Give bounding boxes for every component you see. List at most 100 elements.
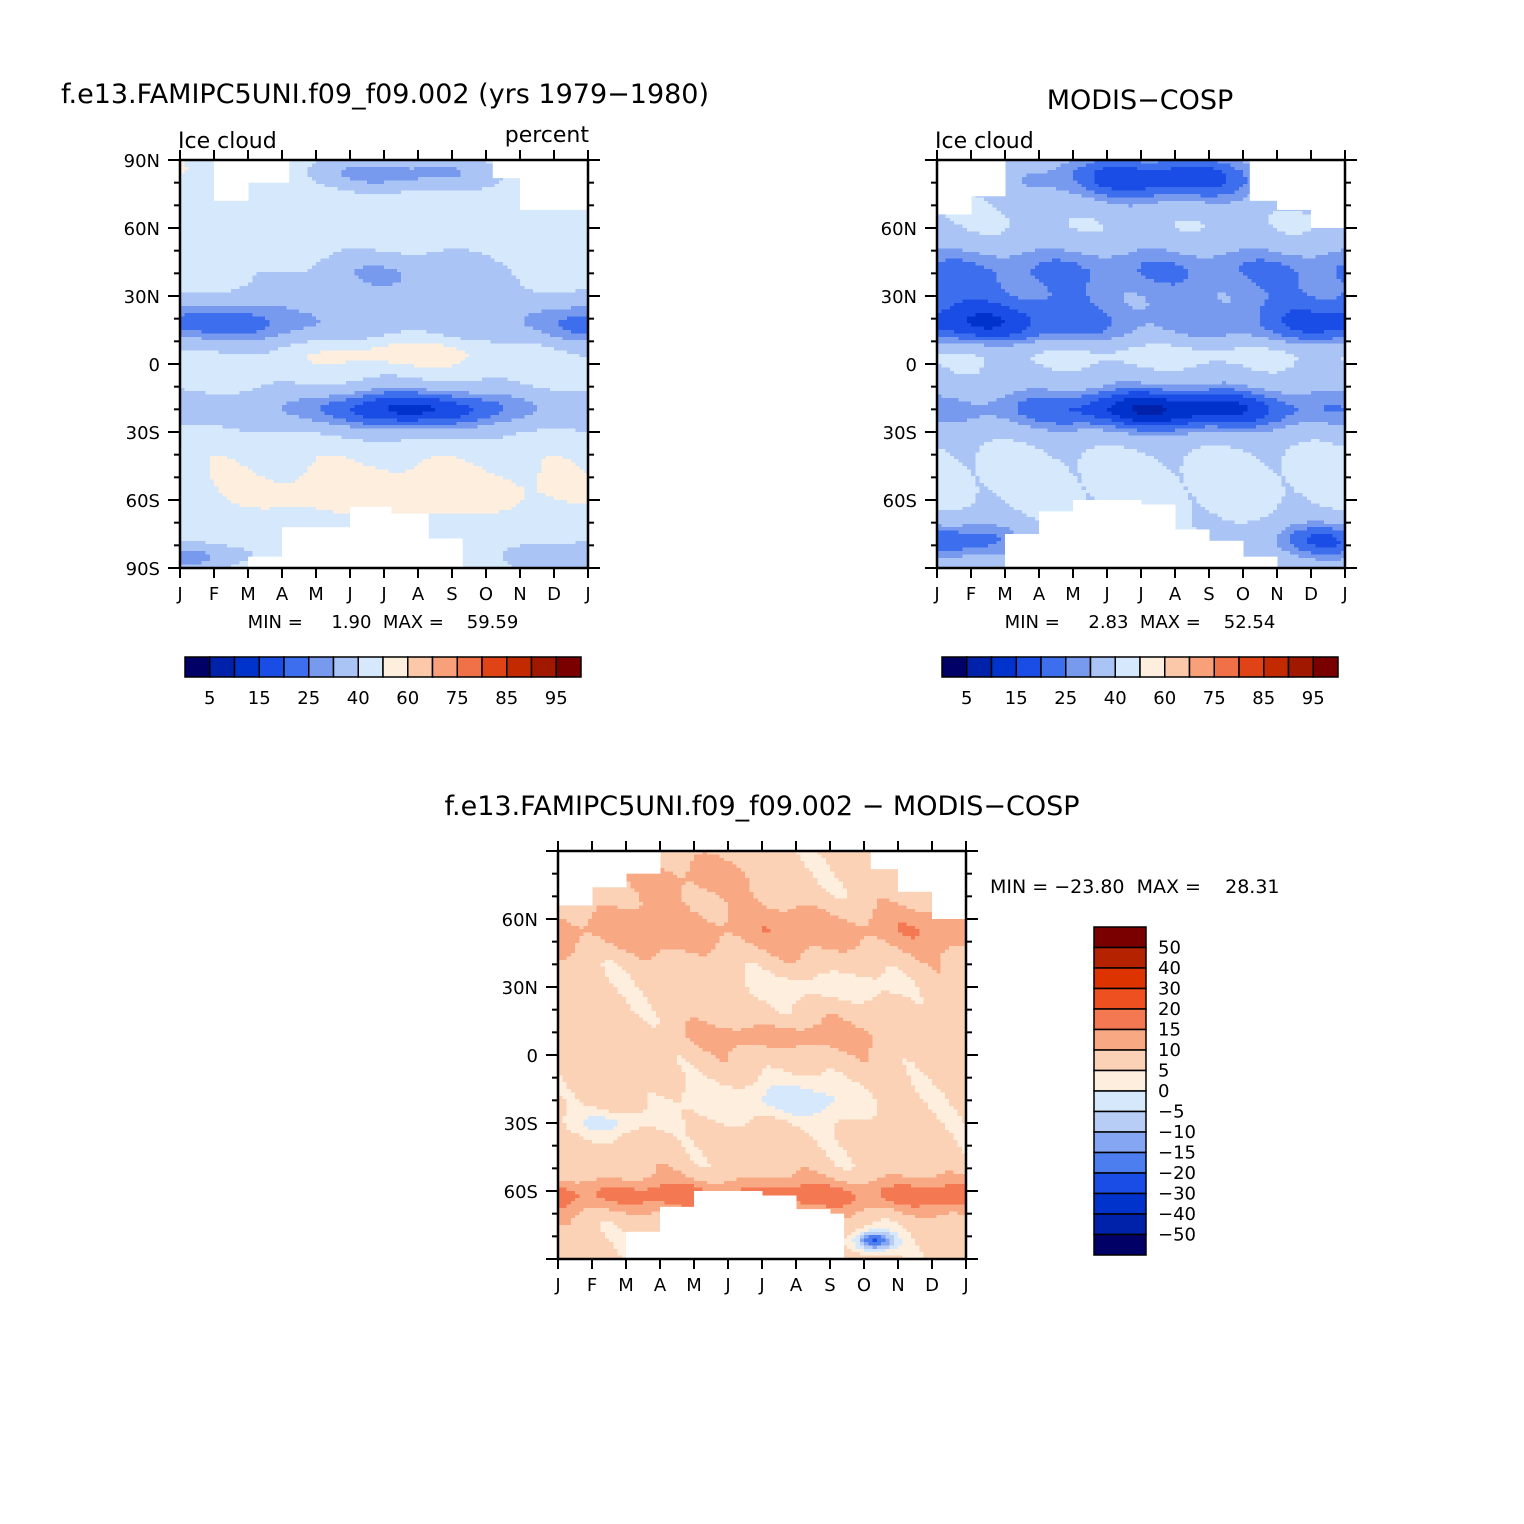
obs-xtick-label: A xyxy=(1033,584,1046,605)
colorbar-box xyxy=(1263,656,1290,678)
colorbar-label: 95 xyxy=(545,688,568,709)
colorbar-label: −30 xyxy=(1158,1184,1196,1205)
colorbar-box xyxy=(1093,1049,1147,1072)
colorbar-box xyxy=(1093,1028,1147,1051)
model-ytick-label: 30S xyxy=(126,423,160,444)
model-xtick-label: J xyxy=(346,584,352,605)
colorbar-box xyxy=(966,656,993,678)
colorbar-box xyxy=(1164,656,1191,678)
diff-xtick-label: J xyxy=(554,1275,560,1296)
colorbar-box xyxy=(1093,1090,1147,1113)
model-field xyxy=(180,160,589,569)
model-xtick-label: M xyxy=(240,584,256,605)
colorbar-label: 30 xyxy=(1158,979,1181,1000)
colorbar-label: 0 xyxy=(1158,1081,1169,1102)
colorbar-label: 15 xyxy=(248,688,271,709)
colorbar-label: 25 xyxy=(297,688,320,709)
colorbar-box xyxy=(506,656,533,678)
obs-xtick-label: J xyxy=(1137,584,1143,605)
colorbar-label: 75 xyxy=(1203,688,1226,709)
colorbar-box xyxy=(456,656,483,678)
diff-xtick-label: M xyxy=(686,1275,702,1296)
model-xtick-label: A xyxy=(276,584,289,605)
model-ytick-label: 30N xyxy=(124,287,160,308)
obs-ytick-label: 30N xyxy=(881,287,917,308)
colorbar-box xyxy=(1093,1008,1147,1031)
colorbar-box xyxy=(1093,1069,1147,1092)
obs-ytick-label: 30S xyxy=(883,423,917,444)
colorbar-box xyxy=(1093,1172,1147,1195)
model-stats: MIN = 1.90 MAX = 59.59 xyxy=(248,612,519,633)
colorbar-label: 75 xyxy=(446,688,469,709)
colorbar-label: 40 xyxy=(1158,958,1181,979)
colorbar-label: −20 xyxy=(1158,1163,1196,1184)
obs-xtick-label: M xyxy=(997,584,1013,605)
obs-xtick-label: N xyxy=(1270,584,1283,605)
colorbar-box xyxy=(481,656,508,678)
colorbar-box xyxy=(1139,656,1166,678)
diff-xtick-label: J xyxy=(962,1275,968,1296)
model-ytick-label: 60S xyxy=(126,491,160,512)
colorbar-label: 85 xyxy=(495,688,518,709)
colorbar-label: 5 xyxy=(1158,1061,1169,1082)
diff-xtick-label: M xyxy=(618,1275,634,1296)
colorbar-label: 60 xyxy=(396,688,419,709)
colorbar-label: 40 xyxy=(1104,688,1127,709)
model-xtick-label: A xyxy=(412,584,425,605)
colorbar-box xyxy=(382,656,409,678)
obs-xtick-label: F xyxy=(966,584,976,605)
model-ytick-label: 90N xyxy=(124,151,160,172)
model-left-label: Ice cloud xyxy=(178,129,277,154)
colorbar-box xyxy=(555,656,582,678)
obs-xtick-label: S xyxy=(1203,584,1214,605)
diff-xtick-label: N xyxy=(891,1275,904,1296)
colorbar-label: 10 xyxy=(1158,1040,1181,1061)
model-xtick-label: D xyxy=(547,584,561,605)
colorbar-box xyxy=(1093,967,1147,990)
diff-xtick-label: J xyxy=(758,1275,764,1296)
colorbar-label: −15 xyxy=(1158,1143,1196,1164)
diff-ytick-label: 30S xyxy=(504,1114,538,1135)
colorbar-box xyxy=(1093,1233,1147,1256)
diff-stats: MIN = −23.80 MAX = 28.31 xyxy=(990,876,1280,898)
model-xtick-label: S xyxy=(446,584,457,605)
colorbar-label: 15 xyxy=(1005,688,1028,709)
colorbar-box xyxy=(1213,656,1240,678)
colorbar-label: 25 xyxy=(1054,688,1077,709)
obs-field xyxy=(937,160,1346,569)
colorbar-label: 5 xyxy=(204,688,215,709)
model-panel: f.e13.FAMIPC5UNI.f09_f09.002 (yrs 1979−1… xyxy=(61,79,709,709)
model-ytick-label: 90S xyxy=(126,559,160,580)
diff-xtick-label: S xyxy=(824,1275,835,1296)
colorbar-box xyxy=(233,656,260,678)
obs-panel: MODIS−COSP Ice cloud J F M A M J J A S O N D J60N30N… xyxy=(881,85,1357,709)
model-xtick-label: M xyxy=(308,584,324,605)
diff-ytick-label: 30N xyxy=(502,978,538,999)
model-xtick-label: N xyxy=(513,584,526,605)
obs-xtick-label: J xyxy=(933,584,939,605)
diff-xtick-label: O xyxy=(857,1275,871,1296)
model-ytick-label: 0 xyxy=(149,355,160,376)
colorbar-box xyxy=(1093,1192,1147,1215)
model-xtick-label: J xyxy=(380,584,386,605)
diff-ytick-label: 0 xyxy=(527,1046,538,1067)
colorbar-box xyxy=(283,656,310,678)
colorbar-box xyxy=(1093,987,1147,1010)
diff-ytick-label: 60S xyxy=(504,1182,538,1203)
colorbar-box xyxy=(209,656,236,678)
colorbar-box xyxy=(407,656,434,678)
obs-title: MODIS−COSP xyxy=(1047,85,1234,116)
colorbar-box xyxy=(357,656,384,678)
colorbar-box xyxy=(941,656,968,678)
colorbar-label: −50 xyxy=(1158,1225,1196,1246)
model-xtick-label: J xyxy=(176,584,182,605)
model-xtick-label: F xyxy=(209,584,219,605)
diff-xtick-label: D xyxy=(925,1275,939,1296)
colorbar-label: 40 xyxy=(347,688,370,709)
colorbar-label: −5 xyxy=(1158,1102,1185,1123)
obs-xtick-label: D xyxy=(1304,584,1318,605)
colorbar-label: −40 xyxy=(1158,1204,1196,1225)
